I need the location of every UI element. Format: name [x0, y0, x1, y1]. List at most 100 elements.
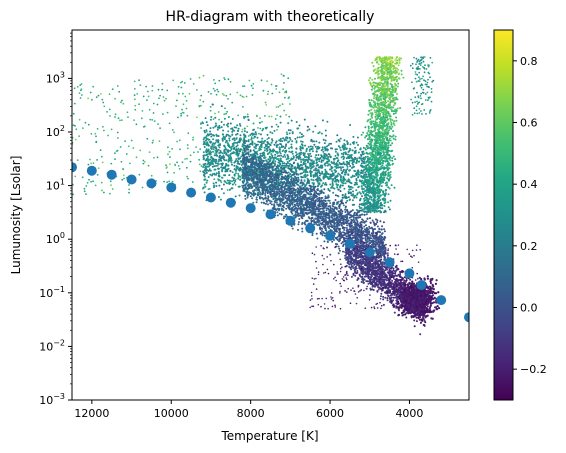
star-point: [209, 173, 212, 176]
star-point: [353, 183, 356, 186]
star-point: [214, 122, 217, 125]
star-point: [171, 147, 174, 150]
star-point: [268, 199, 271, 202]
star-point: [285, 91, 288, 94]
star-point: [310, 175, 312, 178]
star-point: [347, 213, 349, 216]
star-point: [314, 156, 317, 159]
star-point: [350, 229, 353, 232]
star-point: [304, 164, 307, 167]
star-point: [169, 156, 171, 159]
star-point: [247, 118, 250, 121]
star-point: [326, 175, 329, 178]
star-point: [237, 114, 240, 117]
star-point: [239, 160, 242, 163]
star-point: [354, 173, 357, 175]
star-point: [172, 79, 175, 82]
star-point: [317, 169, 320, 172]
star-point: [135, 123, 138, 126]
star-point: [287, 122, 290, 125]
star-point: [245, 175, 248, 178]
star-point: [297, 212, 300, 215]
star-point: [116, 85, 119, 87]
star-point: [221, 170, 224, 173]
star-point: [255, 161, 258, 164]
star-point: [341, 166, 344, 169]
star-point: [266, 138, 269, 141]
star-point: [257, 189, 260, 192]
star-point: [277, 161, 280, 164]
star-point: [312, 174, 315, 177]
star-point: [303, 154, 306, 157]
star-point: [100, 155, 103, 158]
star-point: [334, 222, 336, 225]
star-point: [243, 130, 246, 133]
star-point: [336, 134, 339, 137]
star-point: [72, 124, 75, 127]
star-point: [209, 118, 212, 121]
star-point: [225, 164, 228, 167]
star-point: [153, 156, 155, 159]
star-point: [339, 146, 341, 149]
star-point: [288, 150, 291, 153]
star-point: [277, 165, 280, 168]
star-point: [270, 195, 273, 198]
star-point: [270, 166, 273, 169]
star-point: [343, 233, 346, 236]
star-point: [80, 94, 83, 96]
star-point: [119, 146, 122, 148]
star-point: [157, 88, 160, 91]
star-point: [205, 154, 207, 157]
star-point: [324, 129, 327, 132]
star-point: [205, 121, 208, 124]
star-point: [243, 138, 246, 141]
star-point: [163, 180, 166, 183]
star-point: [252, 149, 255, 152]
star-point: [297, 164, 300, 167]
star-point: [227, 98, 229, 100]
star-point: [130, 139, 133, 142]
star-point: [267, 142, 270, 145]
star-point: [247, 139, 250, 141]
star-point: [297, 157, 300, 160]
star-point: [239, 137, 242, 140]
star-point: [311, 150, 314, 153]
star-point: [363, 156, 365, 159]
star-point: [255, 133, 257, 136]
star-point: [202, 165, 205, 168]
star-point: [199, 99, 202, 101]
star-point: [152, 112, 155, 114]
star-point: [156, 156, 159, 159]
star-point: [211, 145, 214, 148]
star-point: [323, 199, 325, 202]
star-point: [377, 230, 380, 233]
star-point: [262, 176, 265, 179]
star-point: [169, 163, 171, 166]
star-point: [344, 182, 347, 185]
star-point: [320, 189, 323, 192]
star-point: [297, 214, 300, 217]
star-point: [233, 126, 236, 129]
star-point: [120, 160, 123, 163]
star-point: [266, 93, 269, 95]
star-point: [290, 165, 293, 168]
star-point: [272, 165, 275, 168]
star-point: [320, 159, 323, 162]
star-point: [281, 183, 284, 186]
star-point: [359, 216, 362, 219]
star-point: [281, 103, 284, 105]
star-point: [252, 158, 255, 161]
star-point: [228, 174, 231, 177]
star-point: [245, 95, 248, 98]
star-point: [89, 91, 92, 94]
star-point: [372, 242, 375, 245]
star-point: [346, 165, 349, 168]
star-point: [323, 142, 326, 145]
star-point: [281, 140, 284, 143]
star-point: [152, 102, 155, 105]
star-point: [319, 232, 322, 235]
star-point: [342, 250, 344, 253]
star-point: [114, 97, 116, 100]
star-point: [211, 103, 214, 106]
